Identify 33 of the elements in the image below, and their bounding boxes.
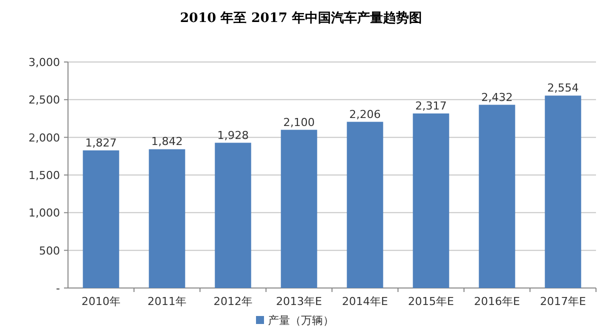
bar bbox=[82, 150, 120, 288]
x-tick-label: 2016年E bbox=[474, 295, 520, 308]
data-label: 2,317 bbox=[415, 99, 447, 112]
data-label: 2,554 bbox=[547, 82, 579, 95]
data-label: 1,928 bbox=[217, 128, 249, 142]
data-label: 2,100 bbox=[283, 116, 315, 129]
data-label: 2,432 bbox=[481, 90, 513, 104]
bar bbox=[214, 142, 252, 288]
chart-title: 2010 年至 2017 年中国汽车产量趋势图 bbox=[180, 10, 422, 26]
x-tick-label: 2010年 bbox=[82, 295, 120, 308]
data-label: 1,827 bbox=[85, 136, 117, 150]
y-tick-label: 3,000 bbox=[28, 56, 60, 69]
x-tick-label: 2012年 bbox=[214, 295, 252, 308]
x-tick-label: 2015年E bbox=[408, 295, 454, 308]
x-tick-label: 2017年E bbox=[540, 295, 586, 308]
y-tick-label: 2,000 bbox=[28, 131, 60, 144]
x-tick-label: 2013年E bbox=[276, 295, 322, 308]
data-label: 2,206 bbox=[349, 108, 381, 121]
y-tick-label: 2,500 bbox=[28, 94, 60, 107]
legend-label: 产量（万辆） bbox=[268, 314, 334, 327]
data-label: 1,842 bbox=[151, 135, 183, 148]
bar bbox=[346, 122, 384, 288]
bar bbox=[478, 104, 516, 288]
y-tick-label: 500 bbox=[39, 244, 60, 258]
y-tick-label: - bbox=[56, 282, 60, 295]
x-tick-label: 2014年E bbox=[342, 295, 388, 308]
bar bbox=[412, 113, 450, 288]
y-tick-label: 1,500 bbox=[28, 169, 60, 182]
bar bbox=[148, 149, 186, 288]
y-tick-label: 1,000 bbox=[28, 206, 60, 220]
x-tick-label: 2011年 bbox=[148, 295, 186, 308]
bar bbox=[280, 130, 318, 288]
bar bbox=[544, 96, 582, 288]
